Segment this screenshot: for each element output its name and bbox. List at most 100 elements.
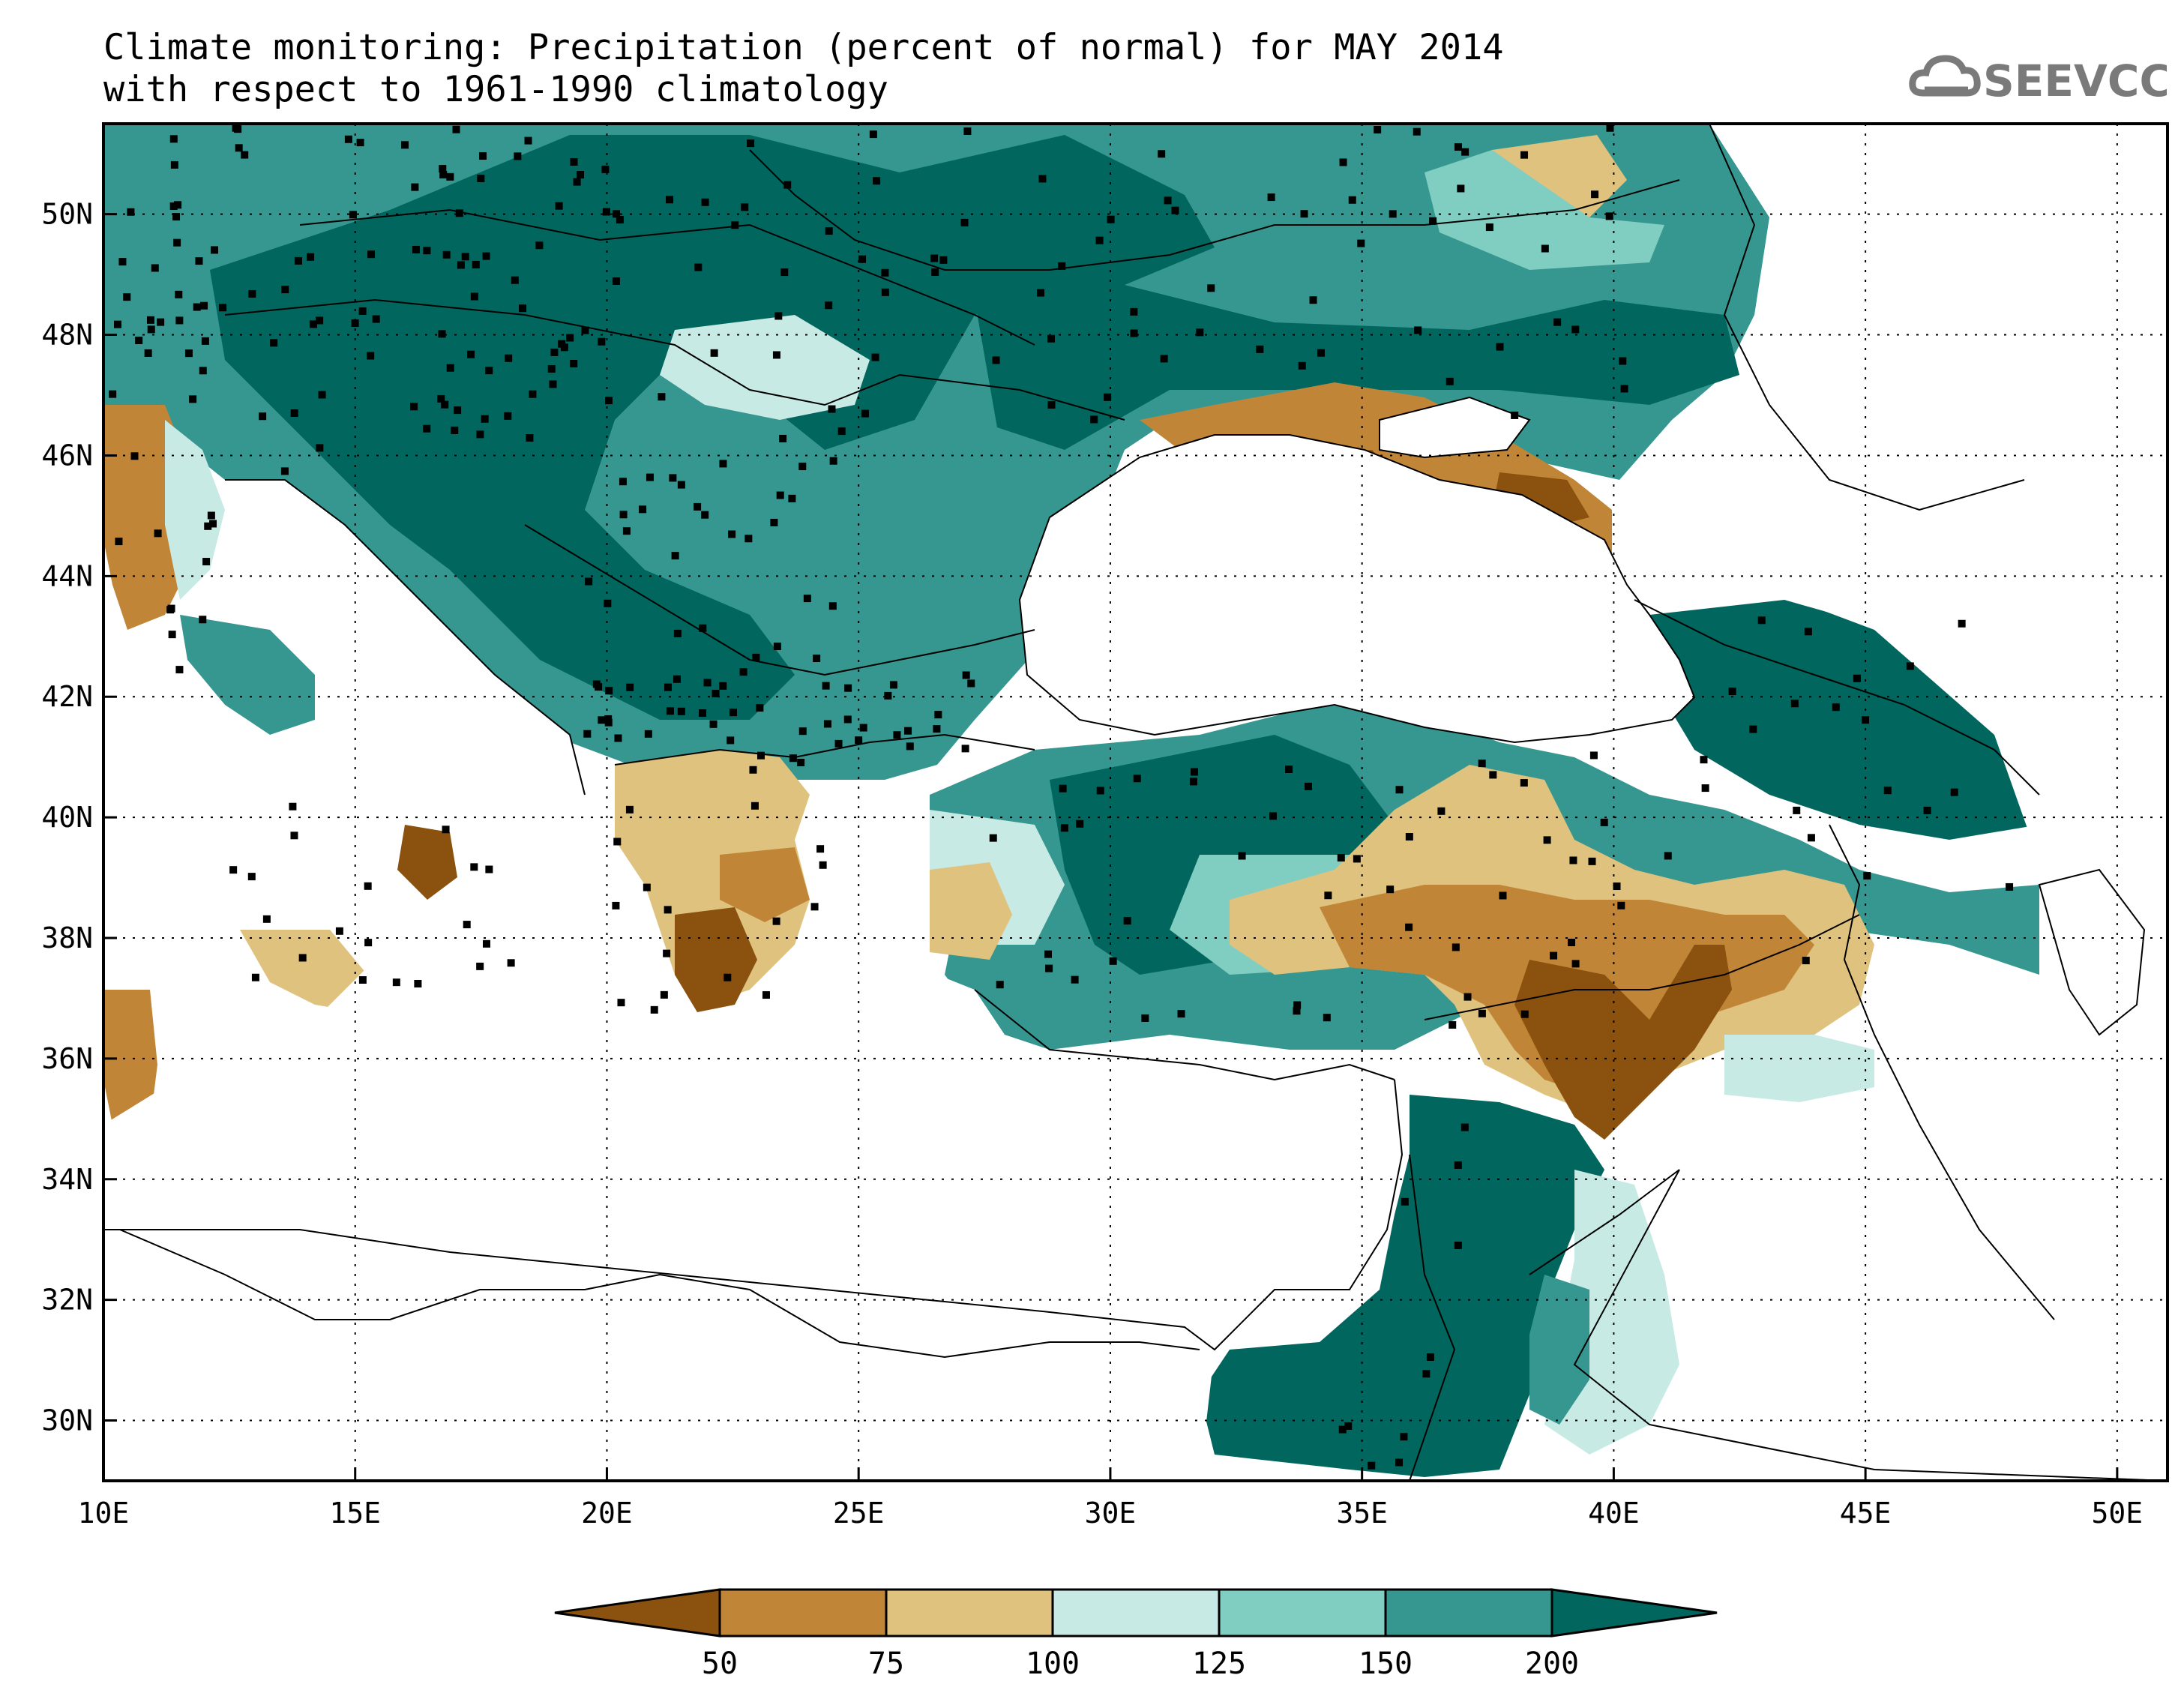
station-marker: [605, 397, 613, 405]
station-marker: [881, 288, 889, 296]
station-marker: [173, 238, 181, 247]
station-marker: [423, 247, 431, 255]
station-marker: [270, 339, 278, 347]
station-marker: [739, 668, 747, 676]
region-sardinia-dry: [103, 990, 157, 1125]
station-marker: [673, 629, 682, 637]
station-marker: [602, 208, 610, 216]
station-marker: [1437, 807, 1446, 815]
station-marker: [884, 691, 892, 700]
station-marker: [175, 666, 184, 674]
station-marker: [281, 286, 289, 294]
station-marker: [461, 253, 469, 261]
station-marker: [669, 474, 677, 482]
station-marker: [1454, 143, 1462, 151]
station-marker: [1339, 158, 1347, 166]
station-marker: [643, 883, 651, 891]
station-marker: [666, 196, 674, 204]
station-marker: [481, 415, 489, 423]
station-marker: [616, 216, 624, 224]
station-marker: [1553, 318, 1562, 326]
station-marker: [200, 301, 208, 310]
station-marker: [1449, 1020, 1457, 1029]
station-marker: [1386, 885, 1395, 894]
colorbar-label: 150: [1359, 1647, 1413, 1681]
station-marker: [1158, 150, 1166, 158]
station-marker: [1485, 223, 1493, 232]
station-marker: [1238, 852, 1246, 860]
station-marker: [825, 227, 833, 235]
station-marker: [1511, 411, 1519, 419]
station-marker: [1496, 343, 1504, 351]
station-marker: [454, 406, 462, 415]
station-marker: [1405, 923, 1413, 931]
station-marker: [169, 135, 178, 143]
station-marker: [1454, 1241, 1462, 1249]
station-marker: [873, 177, 881, 185]
station-marker: [294, 256, 302, 265]
station-marker: [1395, 1458, 1404, 1467]
station-marker: [1058, 262, 1066, 270]
station-marker: [1923, 806, 1931, 814]
station-marker: [671, 552, 679, 560]
station-marker: [262, 915, 271, 923]
station-marker: [779, 434, 787, 442]
station-marker: [1457, 184, 1465, 193]
y-tick-label: 46N: [41, 439, 93, 472]
station-marker: [1293, 1001, 1302, 1009]
station-marker: [1293, 1007, 1301, 1015]
colorbar-segment: [1051, 1588, 1221, 1638]
station-marker: [1804, 628, 1812, 636]
border-iraq-iran: [1829, 824, 2055, 1320]
station-marker: [364, 939, 373, 947]
station-marker: [566, 334, 574, 342]
station-marker: [1076, 820, 1084, 828]
station-marker: [248, 289, 256, 298]
station-marker: [229, 866, 238, 874]
station-marker: [1571, 960, 1580, 968]
station-marker: [639, 505, 647, 514]
station-marker: [114, 320, 122, 328]
station-marker: [780, 268, 789, 277]
station-marker: [511, 276, 519, 284]
colorbar-segment: [1218, 1588, 1387, 1638]
station-marker: [358, 975, 367, 984]
station-marker: [241, 151, 249, 159]
station-marker: [1700, 756, 1708, 764]
station-marker: [151, 264, 159, 272]
station-marker: [989, 834, 997, 842]
station-marker: [605, 687, 613, 695]
station-marker: [195, 257, 203, 265]
station-marker: [762, 991, 770, 999]
border-arabia: [1529, 1169, 2168, 1481]
station-marker: [788, 494, 796, 502]
station-marker: [837, 427, 846, 436]
station-marker: [1045, 964, 1053, 972]
station-marker: [893, 731, 901, 739]
station-marker: [861, 409, 869, 418]
station-marker: [401, 141, 409, 149]
station-marker: [604, 718, 613, 727]
station-marker: [701, 198, 709, 206]
station-marker: [585, 577, 593, 586]
region-georgia-armenia-wet: [1649, 600, 2039, 840]
station-marker: [189, 395, 197, 403]
station-marker: [235, 144, 243, 152]
station-marker: [598, 337, 606, 346]
station-marker: [290, 409, 298, 418]
station-marker: [871, 353, 879, 361]
station-marker: [961, 745, 969, 753]
station-marker: [756, 704, 764, 712]
border-east-europe: [1709, 124, 2025, 511]
border-levant: [1409, 1154, 1456, 1481]
station-marker: [485, 865, 493, 873]
colorbar-segment: [885, 1588, 1054, 1638]
colorbar-label: 75: [868, 1647, 904, 1681]
station-markers: [109, 124, 2014, 1470]
station-marker: [204, 522, 212, 530]
station-marker: [1405, 833, 1413, 841]
station-marker: [193, 303, 201, 311]
seas: [103, 124, 2168, 1481]
station-marker: [367, 250, 376, 259]
adriatic-sea: [225, 480, 585, 795]
